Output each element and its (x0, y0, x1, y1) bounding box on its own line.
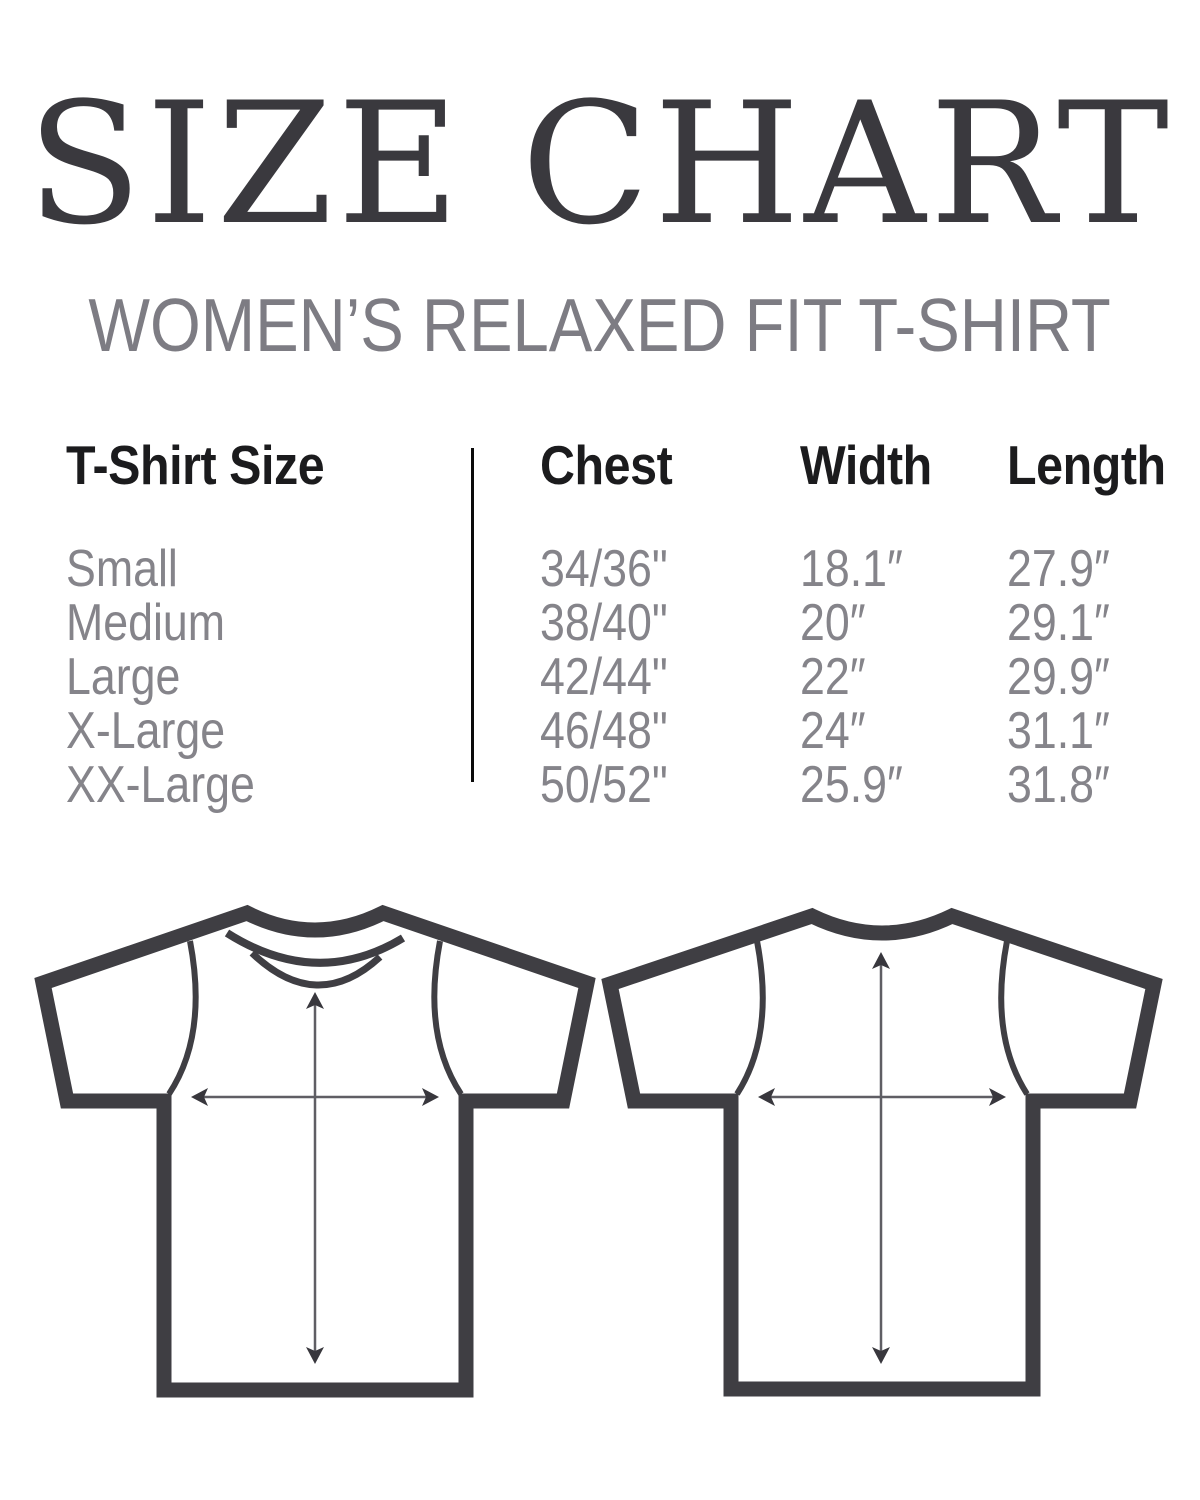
length-arrow-back (872, 952, 890, 1364)
armhole-seam-left (166, 940, 199, 1096)
chest-cell: 46/48" (540, 702, 668, 760)
arrow-head-left-icon (191, 1088, 208, 1106)
table-row: Medium 38/40" 20″ 29.1″ (0, 596, 1200, 650)
size-cell: X-Large (66, 702, 226, 760)
chest-cell: 38/40" (540, 594, 668, 652)
size-cell: Large (66, 648, 181, 706)
arrow-head-down-icon (872, 1347, 890, 1364)
column-header-size: T-Shirt Size (66, 434, 325, 496)
column-header-length: Length (1007, 434, 1166, 496)
width-cell: 18.1″ (800, 540, 903, 598)
arrow-head-up-icon (872, 952, 890, 969)
width-arrow-front (191, 1088, 439, 1106)
tshirt-back-diagram (601, 907, 1163, 1397)
column-header-width: Width (800, 434, 932, 496)
armhole-seam-right (431, 940, 464, 1096)
arrow-head-right-icon (422, 1088, 439, 1106)
page-subtitle: WOMEN’S RELAXED FIT T-SHIRT (0, 288, 1200, 363)
length-arrow-front (306, 992, 324, 1364)
length-cell: 27.9″ (1007, 540, 1110, 598)
width-cell: 20″ (800, 594, 866, 652)
chest-cell: 50/52" (540, 756, 668, 814)
page-subtitle-text: WOMEN’S RELAXED FIT T-SHIRT (88, 283, 1112, 367)
chest-cell: 42/44" (540, 648, 668, 706)
collar-outer-arc (224, 929, 406, 967)
size-cell: XX-Large (66, 756, 255, 814)
table-row: XX-Large 50/52" 25.9″ 31.8″ (0, 758, 1200, 812)
length-cell: 29.1″ (1007, 594, 1110, 652)
arrow-head-up-icon (306, 992, 324, 1009)
arrow-head-down-icon (306, 1347, 324, 1364)
table-row: Small 34/36" 18.1″ 27.9″ (0, 542, 1200, 596)
length-cell: 31.1″ (1007, 702, 1110, 760)
length-cell: 31.8″ (1007, 756, 1110, 814)
arrow-head-right-icon (989, 1088, 1006, 1106)
width-cell: 25.9″ (800, 756, 903, 814)
tshirt-diagrams (34, 904, 1163, 1398)
arrow-head-left-icon (758, 1088, 775, 1106)
size-cell: Medium (66, 594, 226, 652)
tshirt-front-diagram (34, 904, 596, 1398)
collar-inner-arc (249, 950, 383, 989)
chest-cell: 34/36" (540, 540, 668, 598)
armhole-seam-right (998, 940, 1030, 1096)
size-table: Small 34/36" 18.1″ 27.9″ Medium 38/40" 2… (0, 542, 1200, 812)
column-header-chest: Chest (540, 434, 673, 496)
table-row: Large 42/44" 22″ 29.9″ (0, 650, 1200, 704)
table-row: X-Large 46/48" 24″ 31.1″ (0, 704, 1200, 758)
width-cell: 22″ (800, 648, 866, 706)
page-title: SIZE CHART (26, 66, 1174, 262)
width-cell: 24″ (800, 702, 866, 760)
length-cell: 29.9″ (1007, 648, 1110, 706)
armhole-seam-left (734, 940, 766, 1096)
table-divider-line (471, 448, 474, 782)
size-cell: Small (66, 540, 178, 598)
width-arrow-back (758, 1088, 1006, 1106)
